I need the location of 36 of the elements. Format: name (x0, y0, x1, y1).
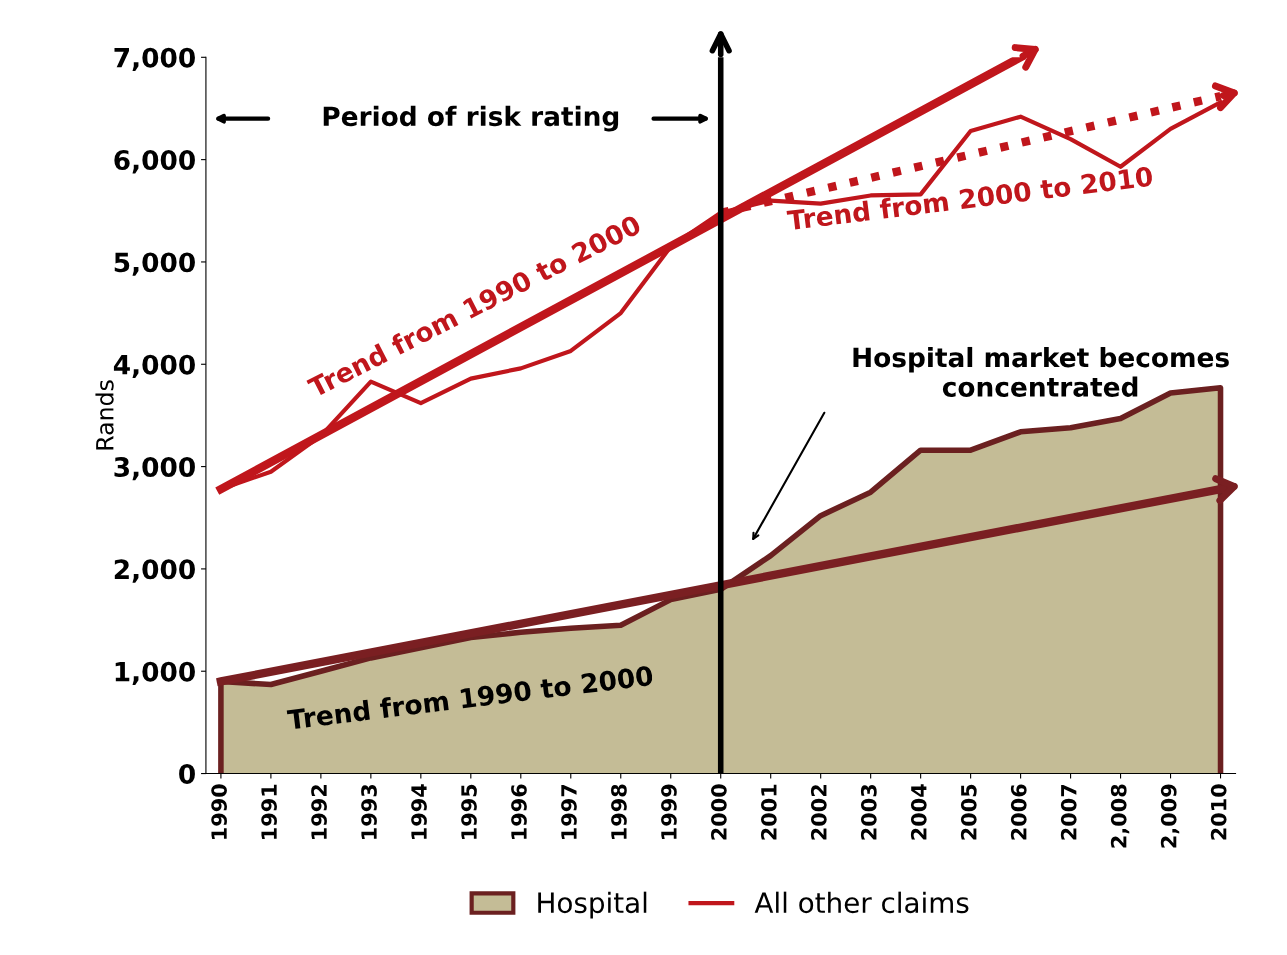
x-tick-label: 2000 (711, 784, 727, 840)
y-axis-title: Rands (95, 380, 114, 450)
x-tick-label: 1990 (211, 784, 227, 839)
x-tick-label: 1998 (611, 784, 627, 839)
legend-label: All other claims (754, 891, 969, 914)
y-tick-label: 0 (179, 763, 195, 784)
x-tick-label: 2007 (1060, 784, 1077, 840)
annotation: Trend from 1990 to 2000 (286, 664, 654, 730)
x-tick-label: 1993 (361, 784, 377, 839)
x-tick-label: 1995 (461, 784, 477, 839)
y-tick-label: 3,000 (114, 457, 195, 481)
x-tick-label: 2010 (1210, 784, 1227, 840)
x-tick-label: 2005 (960, 784, 977, 840)
y-tick-label: 7,000 (114, 47, 195, 72)
x-tick-label: 2004 (910, 784, 927, 840)
x-tick-label: 2006 (1010, 784, 1027, 840)
y-tick-label: 1,000 (115, 661, 195, 685)
x-tick-label: 2002 (810, 785, 827, 840)
x-tick-label: 2001 (760, 784, 777, 840)
x-tick-label: 2,008 (1110, 784, 1130, 848)
x-tick-label: 1994 (411, 784, 427, 839)
annotation: Period of risk rating (323, 105, 619, 132)
x-tick-label: 2003 (860, 784, 877, 840)
y-tick-label: 5,000 (114, 252, 195, 276)
annotation: Hospital market becomes concentrated (853, 346, 1229, 397)
x-tick-label: 1992 (311, 785, 327, 839)
y-tick-label: 4,000 (113, 354, 195, 379)
x-tick-label: 1997 (561, 784, 577, 839)
x-tick-label: 1991 (261, 784, 277, 839)
annotation: Trend from 2000 to 2010 (786, 165, 1154, 231)
x-tick-label: 2,009 (1160, 784, 1180, 848)
x-tick-label: 1996 (511, 784, 527, 839)
y-tick-label: 2,000 (114, 559, 195, 583)
legend-label: Hospital (538, 891, 647, 919)
y-tick-label: 6,000 (114, 150, 195, 174)
x-tick-label: 1999 (661, 784, 677, 839)
